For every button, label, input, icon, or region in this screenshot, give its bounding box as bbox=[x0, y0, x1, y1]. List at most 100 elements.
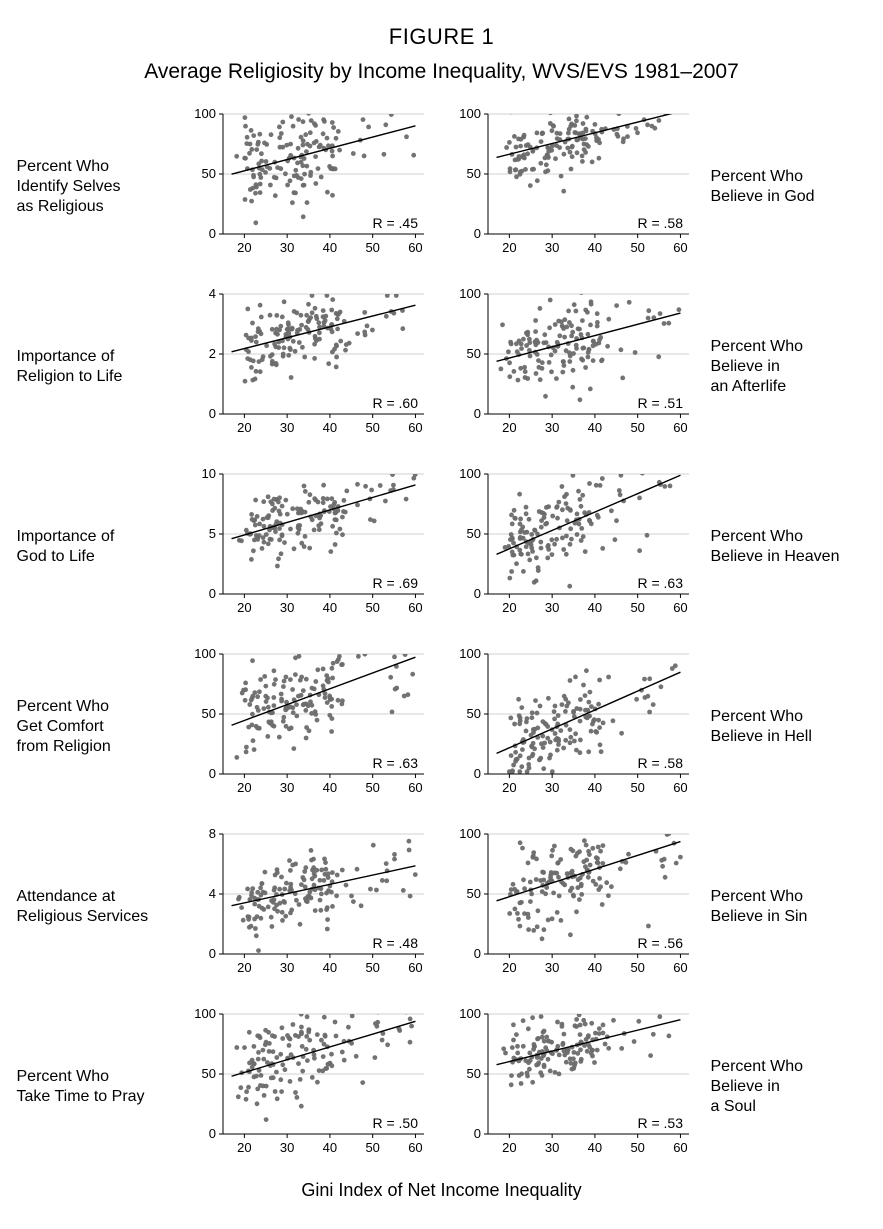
x-tick-label: 60 bbox=[673, 1140, 687, 1155]
panel-grid: Percent Who Identify Selves as Religious… bbox=[16, 106, 867, 1168]
y-tick-label: 100 bbox=[459, 466, 481, 481]
x-tick-label: 40 bbox=[322, 240, 336, 255]
y-tick-label: 50 bbox=[201, 1066, 215, 1081]
panel-wrap: 0501002030405060R = .58 bbox=[442, 106, 697, 268]
x-tick-label: 30 bbox=[279, 240, 293, 255]
panel-wrap: 0501002030405060R = .63 bbox=[442, 466, 697, 628]
y-tick-label: 50 bbox=[201, 706, 215, 721]
correlation-label: R = .56 bbox=[637, 935, 683, 951]
correlation-label: R = .48 bbox=[372, 935, 418, 951]
scatter-points bbox=[498, 286, 681, 402]
y-tick-label: 100 bbox=[459, 106, 481, 121]
y-tick-label: 0 bbox=[208, 226, 215, 241]
regression-line bbox=[231, 485, 415, 539]
panel-label-right: Percent Who Believe in God bbox=[707, 167, 867, 207]
scatter-panel: 0242030405060R = .60 bbox=[177, 286, 432, 448]
correlation-label: R = .45 bbox=[372, 215, 418, 231]
x-tick-label: 40 bbox=[322, 420, 336, 435]
y-tick-label: 8 bbox=[208, 826, 215, 841]
scatter-points bbox=[501, 1006, 673, 1087]
x-tick-label: 60 bbox=[408, 240, 422, 255]
y-tick-label: 2 bbox=[208, 346, 215, 361]
y-tick-label: 100 bbox=[194, 106, 216, 121]
y-tick-label: 4 bbox=[208, 886, 215, 901]
x-tick-label: 60 bbox=[408, 960, 422, 975]
x-tick-label: 30 bbox=[279, 780, 293, 795]
panel-label-left: Importance of God to Life bbox=[17, 527, 167, 567]
panel-label-right: Percent Who Believe in an Afterlife bbox=[707, 337, 867, 397]
scatter-panel: 05102030405060R = .69 bbox=[177, 466, 432, 628]
x-tick-label: 60 bbox=[408, 1140, 422, 1155]
y-tick-label: 50 bbox=[466, 166, 480, 181]
scatter-points bbox=[507, 826, 683, 941]
x-tick-label: 20 bbox=[237, 960, 251, 975]
x-tick-label: 20 bbox=[502, 1140, 516, 1155]
scatter-panel: 0501002030405060R = .58 bbox=[442, 106, 697, 268]
x-tick-label: 30 bbox=[279, 1140, 293, 1155]
panel-label-right: Percent Who Believe in Hell bbox=[707, 707, 867, 747]
x-tick-label: 60 bbox=[408, 600, 422, 615]
x-tick-label: 60 bbox=[673, 240, 687, 255]
correlation-label: R = .50 bbox=[372, 1115, 418, 1131]
x-tick-label: 60 bbox=[408, 780, 422, 795]
x-tick-label: 30 bbox=[544, 600, 558, 615]
y-tick-label: 100 bbox=[194, 1006, 216, 1021]
x-tick-label: 50 bbox=[630, 780, 644, 795]
y-tick-label: 0 bbox=[473, 586, 480, 601]
y-tick-label: 100 bbox=[459, 286, 481, 301]
x-tick-label: 50 bbox=[630, 960, 644, 975]
y-tick-label: 100 bbox=[194, 646, 216, 661]
x-tick-label: 30 bbox=[544, 780, 558, 795]
y-tick-label: 10 bbox=[201, 466, 215, 481]
x-tick-label: 60 bbox=[673, 960, 687, 975]
correlation-label: R = .51 bbox=[637, 395, 683, 411]
y-tick-label: 5 bbox=[208, 526, 215, 541]
y-tick-label: 50 bbox=[466, 886, 480, 901]
scatter-points bbox=[236, 472, 417, 568]
correlation-label: R = .60 bbox=[372, 395, 418, 411]
y-tick-label: 4 bbox=[208, 286, 215, 301]
x-tick-label: 50 bbox=[365, 780, 379, 795]
panel-label-right: Percent Who Believe in Heaven bbox=[707, 527, 867, 567]
correlation-label: R = .63 bbox=[372, 755, 418, 771]
x-tick-label: 50 bbox=[630, 240, 644, 255]
scatter-points bbox=[234, 646, 415, 760]
scatter-panel: 0501002030405060R = .50 bbox=[177, 1006, 432, 1168]
regression-line bbox=[231, 866, 415, 906]
x-tick-label: 40 bbox=[322, 1140, 336, 1155]
panel-label-right: Percent Who Believe in Sin bbox=[707, 887, 867, 927]
panel-wrap: 0501002030405060R = .50 bbox=[177, 1006, 432, 1168]
panel-label-left: Attendance at Religious Services bbox=[17, 887, 167, 927]
x-tick-label: 20 bbox=[502, 960, 516, 975]
y-tick-label: 50 bbox=[466, 526, 480, 541]
y-tick-label: 0 bbox=[473, 766, 480, 781]
regression-line bbox=[496, 672, 680, 753]
x-tick-label: 60 bbox=[673, 420, 687, 435]
y-tick-label: 50 bbox=[466, 346, 480, 361]
figure-number: FIGURE 1 bbox=[16, 24, 867, 50]
panel-label-right: Percent Who Believe in a Soul bbox=[707, 1057, 867, 1117]
x-tick-label: 20 bbox=[237, 780, 251, 795]
x-tick-label: 20 bbox=[237, 420, 251, 435]
x-tick-label: 40 bbox=[587, 780, 601, 795]
x-tick-label: 50 bbox=[630, 420, 644, 435]
regression-line bbox=[496, 1020, 680, 1065]
x-tick-label: 40 bbox=[587, 600, 601, 615]
correlation-label: R = .58 bbox=[637, 755, 683, 771]
x-tick-label: 50 bbox=[630, 1140, 644, 1155]
x-tick-label: 30 bbox=[544, 240, 558, 255]
y-tick-label: 0 bbox=[208, 1126, 215, 1141]
correlation-label: R = .69 bbox=[372, 575, 418, 591]
y-tick-label: 0 bbox=[208, 766, 215, 781]
y-tick-label: 50 bbox=[466, 1066, 480, 1081]
y-tick-label: 50 bbox=[201, 166, 215, 181]
x-tick-label: 40 bbox=[322, 960, 336, 975]
x-tick-label: 30 bbox=[544, 1140, 558, 1155]
scatter-points bbox=[242, 293, 405, 384]
y-tick-label: 100 bbox=[459, 1006, 481, 1021]
panel-wrap: 0501002030405060R = .58 bbox=[442, 646, 697, 808]
y-tick-label: 0 bbox=[473, 1126, 480, 1141]
y-tick-label: 0 bbox=[208, 586, 215, 601]
figure-title: Average Religiosity by Income Inequality… bbox=[16, 60, 867, 84]
x-tick-label: 20 bbox=[502, 240, 516, 255]
